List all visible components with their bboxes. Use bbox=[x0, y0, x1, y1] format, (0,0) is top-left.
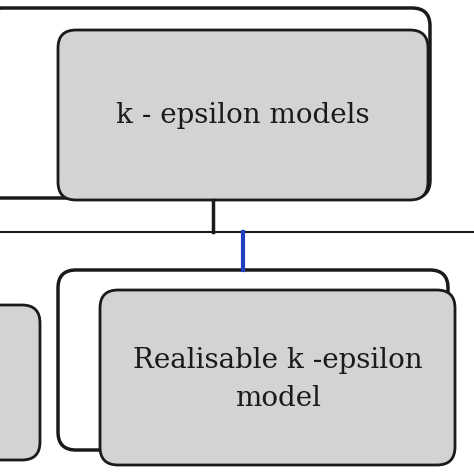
FancyBboxPatch shape bbox=[58, 30, 428, 200]
Text: k - epsilon models: k - epsilon models bbox=[116, 101, 370, 128]
Text: Realisable k -epsilon: Realisable k -epsilon bbox=[133, 346, 423, 374]
FancyBboxPatch shape bbox=[0, 305, 40, 460]
Text: model: model bbox=[235, 384, 321, 411]
FancyBboxPatch shape bbox=[100, 290, 455, 465]
